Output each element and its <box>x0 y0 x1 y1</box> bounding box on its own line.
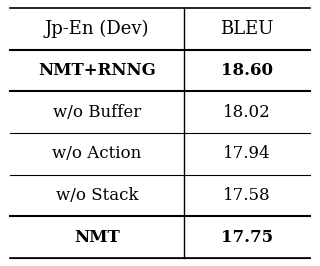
Text: 18.60: 18.60 <box>221 62 273 79</box>
Text: Jp-En (Dev): Jp-En (Dev) <box>44 20 149 38</box>
Text: BLEU: BLEU <box>220 20 274 38</box>
Text: 17.58: 17.58 <box>223 187 271 204</box>
Text: 17.75: 17.75 <box>221 229 273 246</box>
Text: w/o Buffer: w/o Buffer <box>53 104 141 121</box>
Text: w/o Stack: w/o Stack <box>56 187 138 204</box>
Text: w/o Action: w/o Action <box>52 145 141 162</box>
Text: NMT: NMT <box>74 229 120 246</box>
Text: 17.94: 17.94 <box>223 145 271 162</box>
Text: NMT+RNNG: NMT+RNNG <box>38 62 156 79</box>
Text: 18.02: 18.02 <box>223 104 271 121</box>
